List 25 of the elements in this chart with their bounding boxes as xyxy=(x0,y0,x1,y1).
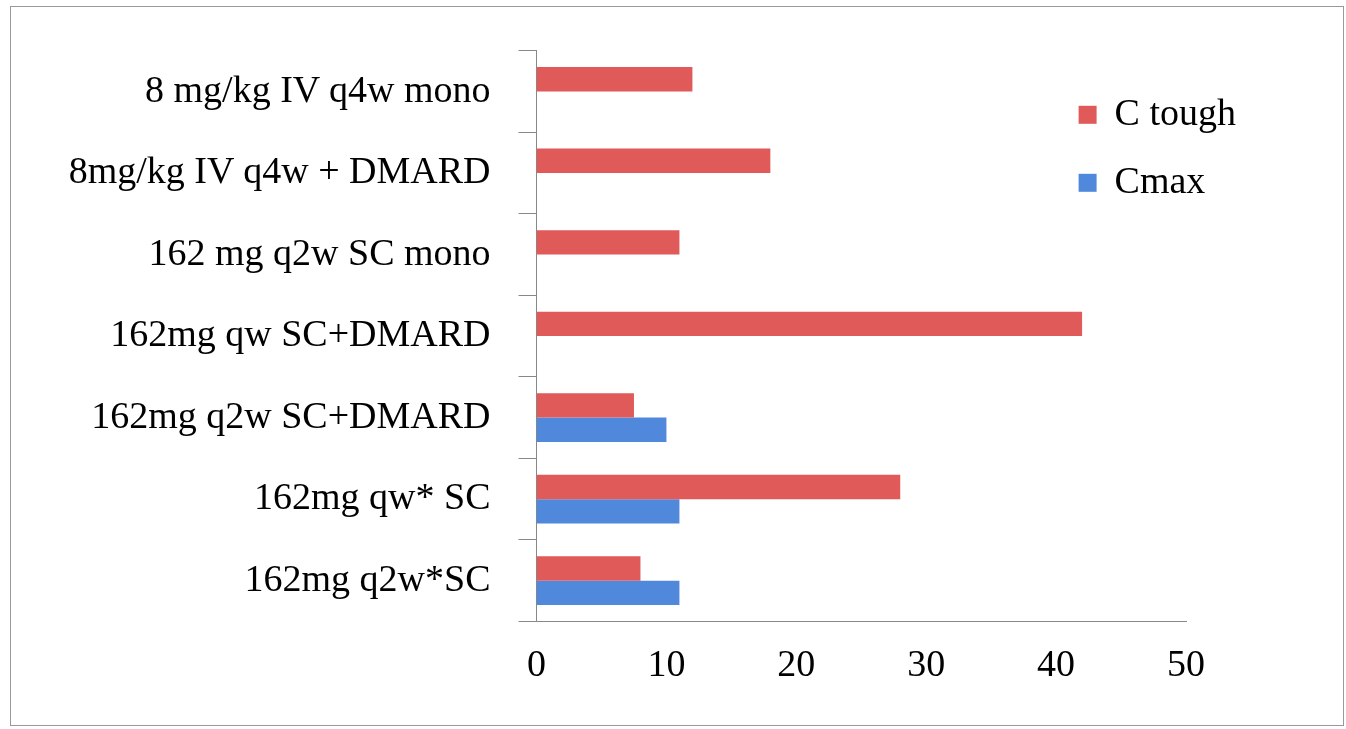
bar xyxy=(536,311,1083,337)
bar xyxy=(536,417,667,443)
y-tick-label: 162mg q2w*SC xyxy=(244,556,491,599)
legend-label: C tough xyxy=(1114,90,1236,133)
y-tick-label: 162 mg q2w SC mono xyxy=(148,230,491,273)
bar xyxy=(536,474,901,500)
x-tick-label: 0 xyxy=(527,642,547,685)
y-tick-label: 162mg q2w SC+DMARD xyxy=(91,393,491,436)
y-tick-label: 8 mg/kg IV q4w mono xyxy=(145,67,491,110)
x-tick-label: 10 xyxy=(647,642,686,685)
bar xyxy=(536,393,634,418)
y-tick-label: 162mg qw SC+DMARD xyxy=(110,312,491,355)
bar xyxy=(536,148,771,174)
legend-label: Cmax xyxy=(1114,158,1206,201)
x-tick-label: 30 xyxy=(907,642,946,685)
x-tick-label: 40 xyxy=(1037,642,1076,685)
bar xyxy=(536,580,680,606)
bar xyxy=(536,230,680,255)
y-tick-label: 8mg/kg IV q4w + DMARD xyxy=(68,149,491,192)
bar xyxy=(536,67,693,92)
bar xyxy=(536,499,680,524)
x-tick-label: 50 xyxy=(1167,642,1205,685)
bar xyxy=(536,556,641,581)
x-tick-label: 20 xyxy=(777,642,816,685)
y-tick-label: 162mg qw* SC xyxy=(254,475,491,518)
